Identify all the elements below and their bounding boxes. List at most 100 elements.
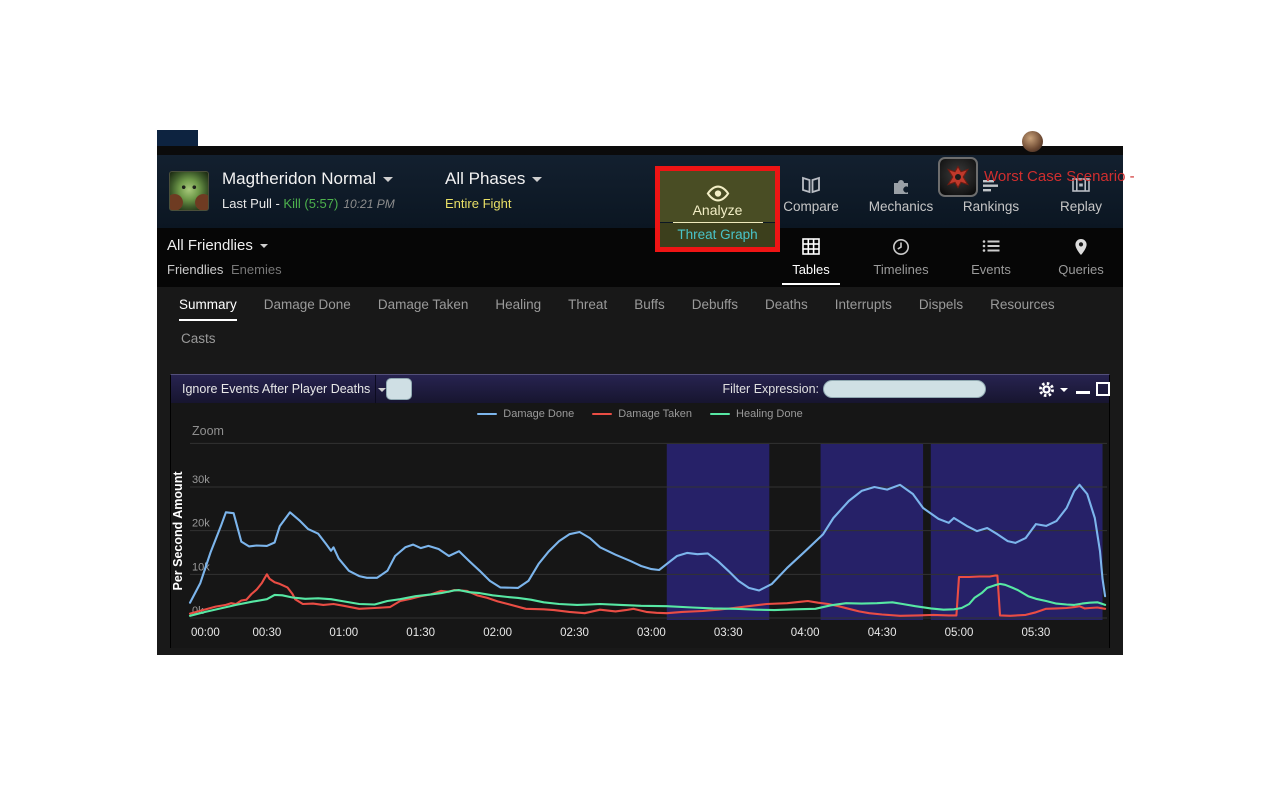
rankings-button[interactable]: Rankings (949, 175, 1033, 214)
threat-graph-menu-item[interactable]: Threat Graph (660, 223, 775, 247)
tab-resources[interactable]: Resources (990, 297, 1055, 312)
ignore-deaths-label: Ignore Events After Player Deaths (182, 382, 371, 396)
settings-button[interactable] (1037, 380, 1068, 399)
svg-text:04:30: 04:30 (868, 627, 897, 639)
enemies-link[interactable]: Enemies (231, 262, 282, 277)
graph-panel-header: Ignore Events After Player Deaths Filter… (171, 375, 1110, 403)
graph-panel-wrap: Ignore Events After Player Deaths Filter… (157, 360, 1123, 655)
legend-swatch (710, 412, 731, 416)
tab-debuffs[interactable]: Debuffs (691, 297, 739, 312)
header-divider (375, 375, 376, 403)
pull-summary: Last Pull - Kill (5:57) 10:21 PM (222, 196, 395, 211)
graph-body: Damage Done Damage Taken Healing Done 0k… (171, 403, 1109, 648)
svg-text:02:00: 02:00 (483, 627, 512, 639)
user-avatar[interactable] (1022, 131, 1043, 152)
friendlies-link[interactable]: Friendlies (167, 262, 224, 277)
legend-item-damage-taken[interactable]: Damage Taken (592, 408, 692, 420)
svg-text:01:00: 01:00 (329, 627, 358, 639)
tab-casts[interactable]: Casts (181, 331, 216, 346)
replay-label: Replay (1059, 199, 1103, 214)
pull-prefix: Last Pull - (222, 196, 284, 211)
analyze-label: Analyze (692, 202, 743, 218)
guild-link[interactable]: Worst Case Scenario - (984, 168, 1135, 185)
maximize-button[interactable] (1096, 382, 1110, 396)
legend-swatch (592, 412, 613, 416)
svg-text:20k: 20k (192, 518, 210, 530)
tab-tables-label: Tables (792, 262, 830, 277)
tab-timelines[interactable]: Timelines (856, 238, 946, 287)
minimize-button[interactable] (1076, 391, 1090, 394)
boss-name: Magtheridon Normal (222, 169, 377, 188)
clock-icon (856, 238, 946, 255)
tab-buffs[interactable]: Buffs (634, 297, 665, 312)
chart-legend: Damage Done Damage Taken Healing Done (171, 408, 1109, 420)
tab-summary[interactable]: Summary (179, 297, 237, 321)
boss-icon[interactable] (169, 171, 209, 211)
film-icon (1039, 175, 1123, 194)
legend-label: Damage Taken (618, 408, 693, 420)
analyze-button[interactable]: Analyze (660, 171, 775, 222)
mechanics-button[interactable]: Mechanics (859, 175, 943, 214)
grid-icon (766, 238, 856, 255)
tab-healing[interactable]: Healing (495, 297, 542, 312)
map-pin-icon (1036, 238, 1126, 255)
mechanics-label: Mechanics (868, 199, 934, 214)
svg-text:02:30: 02:30 (560, 627, 589, 639)
phases-label: All Phases (445, 169, 526, 188)
legend-label: Healing Done (736, 408, 803, 420)
top-bar (157, 146, 1123, 155)
rankings-icon (949, 175, 1033, 194)
tab-deaths[interactable]: Deaths (765, 297, 808, 312)
horde-faction-icon[interactable] (938, 157, 978, 197)
legend-item-damage-done[interactable]: Damage Done (477, 408, 574, 420)
tab-queries-label: Queries (1058, 262, 1104, 277)
svg-text:05:30: 05:30 (1021, 627, 1050, 639)
tab-damage-taken[interactable]: Damage Taken (377, 297, 469, 312)
kill-time: 10:21 PM (343, 197, 395, 211)
tab-damage-done[interactable]: Damage Done (263, 297, 351, 312)
svg-text:Per Second Amount: Per Second Amount (171, 471, 185, 591)
phase-selected[interactable]: Entire Fight (445, 196, 512, 211)
filter-expression-label: Filter Expression: (722, 382, 819, 396)
tab-events[interactable]: Events (946, 238, 1036, 287)
tab-interrupts[interactable]: Interrupts (834, 297, 892, 312)
legend-swatch (477, 412, 498, 416)
secondary-nav: All Friendlies Friendlies Enemies Tables… (157, 228, 1123, 287)
report-tabs: Summary Damage Done Damage Taken Healing… (157, 287, 1123, 360)
svg-text:30k: 30k (192, 474, 210, 486)
boss-dropdown[interactable]: Magtheridon Normal (222, 169, 394, 189)
compare-button[interactable]: Compare (769, 175, 853, 214)
svg-text:01:30: 01:30 (406, 627, 435, 639)
tab-threat[interactable]: Threat (568, 297, 608, 312)
annotation-red-box: Analyze Threat Graph (655, 166, 780, 252)
filter-expression-input[interactable] (823, 380, 986, 398)
svg-text:00:00: 00:00 (191, 627, 220, 639)
graph-panel: Ignore Events After Player Deaths Filter… (170, 374, 1110, 648)
list-icon (946, 238, 1036, 255)
kill-result[interactable]: Kill (5:57) (283, 196, 339, 211)
rankings-label: Rankings (962, 199, 1020, 214)
chevron-down-icon (378, 387, 387, 392)
svg-text:05:00: 05:00 (945, 627, 974, 639)
legend-item-healing-done[interactable]: Healing Done (710, 408, 803, 420)
eye-icon (706, 185, 729, 202)
tab-queries[interactable]: Queries (1036, 238, 1126, 287)
fight-header: Magtheridon Normal Last Pull - Kill (5:5… (157, 155, 1135, 228)
chevron-down-icon (259, 244, 268, 249)
friendlies-dropdown[interactable]: All Friendlies (167, 237, 268, 254)
tab-events-label: Events (971, 262, 1011, 277)
tab-dispels[interactable]: Dispels (918, 297, 964, 312)
tab-tables[interactable]: Tables (766, 238, 856, 287)
gear-icon (1038, 381, 1055, 398)
svg-text:03:00: 03:00 (637, 627, 666, 639)
chevron-down-icon (1060, 387, 1068, 392)
compare-icon (769, 175, 853, 194)
ignore-deaths-dropdown[interactable]: Ignore Events After Player Deaths (182, 382, 387, 396)
phases-dropdown[interactable]: All Phases (445, 169, 543, 189)
legend-label: Damage Done (503, 408, 575, 420)
compare-label: Compare (783, 199, 839, 214)
replay-button[interactable]: Replay (1039, 175, 1123, 214)
graph-toggle-button[interactable] (386, 378, 412, 400)
